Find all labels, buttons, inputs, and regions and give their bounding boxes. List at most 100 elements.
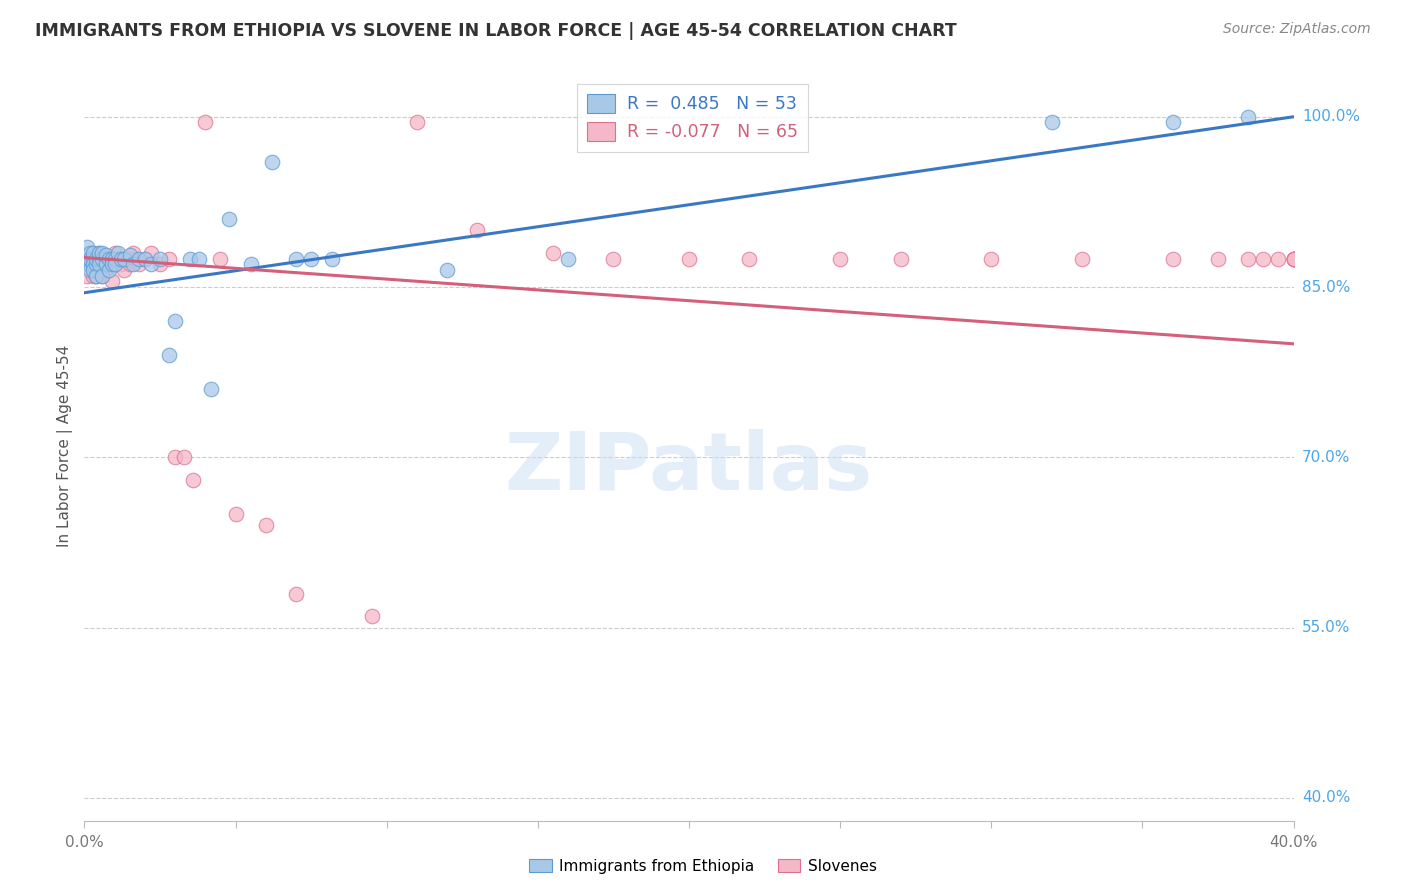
Point [91, 263, 114, 277]
Point [1237, 110, 1260, 124]
Point [1237, 252, 1260, 266]
Text: 100.0%: 100.0% [1302, 110, 1360, 124]
Point [125, 252, 148, 266]
Point [436, 263, 458, 277]
Point [1161, 115, 1184, 129]
Point [1282, 252, 1305, 266]
Point [602, 252, 624, 266]
Point [541, 246, 564, 260]
Point [165, 314, 187, 328]
Point [118, 248, 141, 262]
Point [285, 252, 308, 266]
Point [1282, 252, 1305, 266]
Point [1282, 252, 1305, 266]
Point [200, 382, 222, 396]
Point [678, 252, 700, 266]
Point [104, 246, 127, 260]
Point [139, 246, 162, 260]
Point [299, 252, 322, 266]
Point [157, 348, 180, 362]
Point [134, 252, 156, 266]
Text: Source: ZipAtlas.com: Source: ZipAtlas.com [1223, 22, 1371, 37]
Point [89, 257, 111, 271]
Point [100, 252, 122, 266]
Point [79, 257, 101, 271]
Point [360, 609, 382, 624]
Point [194, 115, 217, 129]
Point [86, 268, 108, 283]
Point [115, 252, 138, 266]
Point [97, 263, 120, 277]
Point [76, 257, 98, 271]
Point [97, 252, 120, 266]
Point [89, 252, 111, 266]
Point [1282, 252, 1305, 266]
Point [86, 252, 108, 266]
Point [890, 252, 912, 266]
Point [94, 257, 117, 271]
Point [112, 252, 135, 266]
Point [76, 240, 98, 254]
Point [110, 257, 132, 271]
Point [91, 268, 114, 283]
Point [82, 257, 104, 271]
Point [188, 252, 211, 266]
Point [82, 246, 104, 260]
Point [980, 252, 1002, 266]
Point [97, 257, 120, 271]
Point [100, 252, 122, 266]
Point [112, 252, 135, 266]
Text: IMMIGRANTS FROM ETHIOPIA VS SLOVENE IN LABOR FORCE | AGE 45-54 CORRELATION CHART: IMMIGRANTS FROM ETHIOPIA VS SLOVENE IN L… [35, 22, 957, 40]
Point [76, 268, 98, 283]
Point [157, 252, 180, 266]
Point [218, 211, 240, 226]
Point [79, 257, 101, 271]
Point [112, 263, 135, 277]
Point [94, 252, 117, 266]
Point [79, 263, 101, 277]
Point [128, 257, 150, 271]
Point [173, 450, 195, 465]
Point [79, 252, 101, 266]
Point [1071, 252, 1094, 266]
Point [89, 257, 111, 271]
Text: 85.0%: 85.0% [1302, 279, 1350, 294]
Point [225, 507, 247, 521]
Point [86, 252, 108, 266]
Point [91, 246, 114, 260]
Point [82, 263, 104, 277]
Point [149, 252, 172, 266]
Point [139, 257, 162, 271]
Point [830, 252, 852, 266]
Point [104, 252, 127, 266]
Point [97, 252, 120, 266]
Point [121, 257, 143, 271]
Point [100, 274, 122, 288]
Point [76, 252, 98, 266]
Point [91, 268, 114, 283]
Point [79, 252, 101, 266]
Text: 55.0%: 55.0% [1302, 620, 1350, 635]
Point [1267, 252, 1289, 266]
Point [86, 257, 108, 271]
Point [94, 248, 117, 262]
Point [79, 246, 101, 260]
Point [89, 246, 111, 260]
Text: ZIPatlas: ZIPatlas [505, 429, 873, 508]
Point [467, 223, 489, 237]
Point [91, 252, 114, 266]
Legend: Immigrants from Ethiopia, Slovenes: Immigrants from Ethiopia, Slovenes [523, 853, 883, 880]
Point [107, 246, 129, 260]
Point [260, 155, 283, 169]
Point [165, 450, 187, 465]
Point [121, 246, 143, 260]
Point [1161, 252, 1184, 266]
Point [1206, 252, 1229, 266]
Y-axis label: In Labor Force | Age 45-54: In Labor Force | Age 45-54 [58, 345, 73, 547]
Point [110, 252, 132, 266]
Point [82, 257, 104, 271]
Point [134, 252, 156, 266]
Point [239, 257, 262, 271]
Point [104, 257, 127, 271]
Point [254, 518, 277, 533]
